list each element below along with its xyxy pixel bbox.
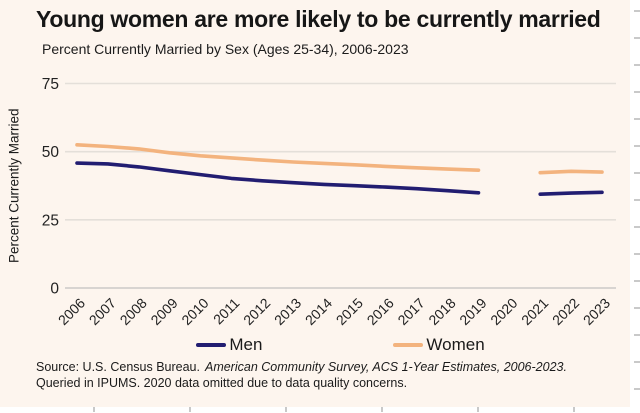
x-tick-label-2015: 2015 [333,295,366,328]
x-tick-label-2014: 2014 [302,295,335,328]
series-line-men [538,190,604,196]
series-line-women [538,169,604,175]
source-note: Source: U.S. Census Bureau. American Comm… [36,359,567,391]
source-line2: Queried in IPUMS. 2020 data omitted due … [36,376,408,390]
legend: Men Women [65,334,616,356]
x-tick-label-2020: 2020 [487,295,520,328]
x-tick-label-2006: 2006 [55,295,88,328]
source-attribution: Source: U.S. Census Bureau. [36,360,200,374]
women-line-swatch [393,343,424,347]
bottom-edge-ruler [0,407,640,413]
x-tick-label-2023: 2023 [580,295,613,328]
series-line-men [75,161,481,195]
x-tick-label-2018: 2018 [425,295,458,328]
x-tick-label-2008: 2008 [117,295,150,328]
x-tick-label-2019: 2019 [456,295,489,328]
right-edge-ruler [630,0,640,413]
chart-subtitle: Percent Currently Married by Sex (Ages 2… [42,41,409,57]
x-tick-label-2011: 2011 [210,295,243,328]
y-tick-label-25: 25 [42,212,59,229]
legend-item-men: Men [196,335,262,355]
y-tick-label-50: 50 [42,144,60,161]
y-tick-label-75: 75 [42,76,59,93]
x-tick-label-2016: 2016 [364,295,397,328]
legend-label-men: Men [229,335,263,354]
source-citation: American Community Survey, ACS 1-Year Es… [204,360,567,374]
x-tick-label-2017: 2017 [394,295,427,328]
x-tick-label-2013: 2013 [271,295,304,328]
y-tick-label-0: 0 [50,281,59,298]
legend-item-women: Women [393,335,485,355]
men-line-swatch [196,343,227,347]
series-line-women [75,143,481,172]
x-tick-label-2021: 2021 [518,295,551,328]
chart-title: Young women are more likely to be curren… [36,6,601,32]
x-tick-label-2009: 2009 [147,295,180,328]
legend-label-women: Women [426,335,485,354]
x-tick-label-2022: 2022 [549,295,582,328]
source-line1: Source: U.S. Census Bureau. American Comm… [36,359,567,375]
x-tick-label-2007: 2007 [86,295,119,328]
y-axis-title: Percent Currently Married [6,108,22,264]
x-tick-label-2010: 2010 [178,295,211,328]
x-tick-label-2012: 2012 [240,295,273,328]
